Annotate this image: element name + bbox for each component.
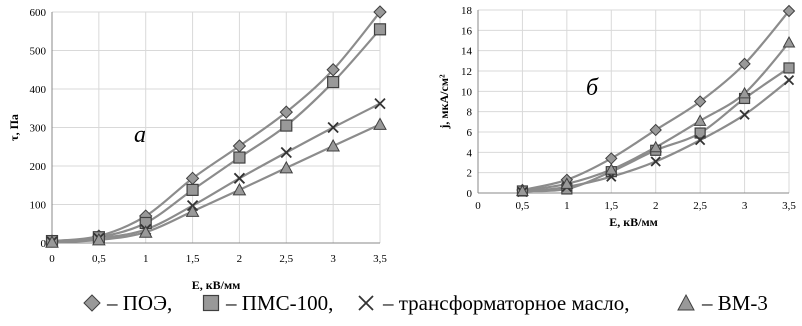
data-point-vm3 [604, 163, 618, 175]
data-point-poe [693, 95, 707, 108]
data-point-vm3 [92, 232, 106, 246]
x-tick-label: 0 [49, 253, 55, 265]
data-point-vm3 [516, 184, 529, 196]
y-tick-label: 6 [467, 127, 473, 139]
data-point-poe [782, 4, 796, 18]
x-tick-label: 2,5 [279, 253, 293, 265]
x-tick-label: 2 [237, 253, 243, 265]
data-point-tm [233, 172, 246, 184]
x-tick-label: 2,5 [693, 200, 707, 212]
y-tick-label: 12 [461, 66, 472, 78]
y-tick-label: 500 [30, 46, 47, 58]
x-axis-title: E, кВ/мм [192, 278, 241, 292]
y-tick-label: 16 [461, 25, 473, 37]
y-tick-label: 0 [41, 238, 47, 250]
data-point-pms [280, 119, 293, 132]
panel-label: а [134, 122, 146, 148]
chart-a: 0 0,5 1 1,5 2 2,5 3 3,5 0 100 200 300 400 500 600 E, кВ… [7, 5, 387, 292]
y-tick-label: 600 [30, 7, 47, 19]
data-point-pms [694, 127, 706, 139]
x-tick-label: 0,5 [92, 253, 106, 265]
data-point-tm [783, 75, 795, 86]
y-tick-label: 18 [461, 5, 473, 17]
data-point-tm [695, 134, 706, 146]
data-point-poe [605, 152, 618, 165]
legend-label-poe: – ПОЭ, [106, 291, 172, 315]
data-point-vm3 [373, 117, 387, 130]
panel-label: б [586, 75, 599, 101]
series-line-vm3 [51, 123, 381, 244]
data-point-poe [279, 105, 293, 119]
data-point-tm [739, 109, 750, 120]
x-tick-label: 1 [564, 200, 570, 212]
y-axis-title: j, мкА/см² [437, 74, 451, 130]
legend-label-tm: – трансформаторное масло, [382, 291, 630, 315]
y-tick-label: 8 [467, 107, 473, 119]
data-point-vm3 [45, 235, 59, 248]
data-point-pms [233, 151, 246, 164]
x-axis-title: E, кВ/мм [609, 215, 658, 229]
y-tick-label: 100 [30, 200, 47, 212]
data-point-tm [327, 121, 339, 134]
legend-label-pms: – ПМС-100, [225, 291, 333, 315]
series-line-pms [51, 28, 381, 243]
x-tick-label: 2 [653, 200, 659, 212]
x-tick-label: 3,5 [782, 200, 796, 212]
legend-marker-tm [358, 295, 374, 311]
y-tick-label: 10 [461, 86, 473, 98]
y-tick-label: 400 [30, 84, 47, 96]
y-tick-label: 0 [467, 188, 473, 200]
data-point-vm3 [693, 114, 707, 126]
data-point-poe [649, 123, 662, 137]
legend-label-vm3: – ВМ-3 [701, 291, 768, 315]
y-tick-label: 4 [467, 147, 473, 159]
data-point-tm [374, 97, 386, 110]
data-point-poe [373, 5, 387, 19]
x-tick-label: 0,5 [516, 200, 530, 212]
y-tick-label: 300 [30, 123, 47, 135]
y-axis-title: τ, Па [7, 114, 21, 141]
x-tick-label: 3 [330, 253, 336, 265]
data-point-vm3 [738, 86, 751, 99]
chart-b: 0 0,5 1 1,5 2 2,5 3 3,5 0 2 4 6 8 10 12 14 16 18 E, кВ/мм j… [437, 4, 796, 229]
series-line-poe [51, 11, 381, 243]
x-tick-label: 1 [143, 253, 149, 265]
data-point-pms [327, 75, 340, 89]
legend-marker-vm3 [677, 293, 695, 311]
y-tick-label: 2 [467, 168, 473, 180]
data-point-vm3 [185, 204, 200, 217]
legend-marker-poe [83, 294, 101, 312]
x-tick-label: 3 [742, 200, 748, 212]
x-tick-label: 3,5 [373, 253, 387, 265]
x-tick-label: 1,5 [186, 253, 200, 265]
data-point-tm [280, 146, 292, 159]
data-point-tm [650, 156, 661, 167]
data-point-vm3 [560, 177, 574, 189]
y-tick-label: 14 [461, 46, 473, 58]
x-tick-label: 0 [475, 200, 481, 212]
legend: – ПОЭ, – ПМС-100, – трансформаторное масло… [83, 291, 768, 315]
data-point-pms [373, 23, 387, 36]
data-point-pms [186, 183, 199, 196]
data-point-vm3 [138, 225, 153, 238]
data-point-vm3 [232, 182, 247, 196]
y-tick-label: 200 [30, 161, 47, 173]
data-point-vm3 [782, 35, 796, 48]
data-point-vm3 [326, 138, 340, 152]
data-point-poe [738, 57, 751, 71]
data-point-vm3 [279, 160, 294, 174]
data-point-poe [326, 63, 340, 77]
x-tick-label: 1,5 [604, 200, 618, 212]
data-point-vm3 [649, 140, 663, 153]
legend-marker-pms [202, 294, 220, 312]
data-point-pms [783, 62, 795, 74]
